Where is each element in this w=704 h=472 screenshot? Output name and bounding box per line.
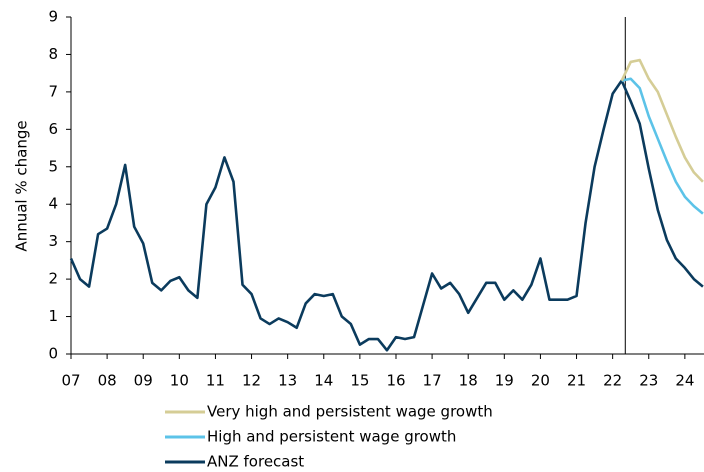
series-line [620,58,704,183]
x-tick-label: 12 [242,372,261,390]
x-tick-label: 22 [603,372,622,390]
x-tick-label: 10 [170,372,189,390]
x-tick-label: 18 [459,372,478,390]
x-tick-label: 16 [386,372,405,390]
x-tick-label: 09 [134,372,153,390]
x-tick-label: 11 [206,372,225,390]
x-tick-label: 19 [495,372,514,390]
y-axis-label: Annual % change [13,120,31,251]
y-tick-label: 8 [48,45,58,63]
x-tick-label: 07 [61,372,80,390]
legend-label: Very high and persistent wage growth [207,403,493,421]
x-tick-label: 13 [278,372,297,390]
x-tick-label: 15 [350,372,369,390]
y-tick-label: 9 [48,8,58,26]
y-tick-label: 6 [48,120,58,138]
y-tick-label: 7 [48,82,58,100]
x-tick-label: 17 [423,372,442,390]
x-tick-label: 23 [639,372,658,390]
y-tick-label: 1 [48,307,58,325]
series-line [621,77,704,215]
y-tick-label: 4 [48,195,58,213]
series-line [69,79,704,352]
legend-label: ANZ forecast [207,453,304,471]
y-tick-label: 0 [48,345,58,363]
y-tick-label: 2 [48,270,58,288]
x-tick-label: 24 [675,372,694,390]
x-tick-label: 14 [314,372,333,390]
y-tick-label: 5 [48,157,58,175]
x-tick-label: 21 [567,372,586,390]
x-tick-label: 20 [531,372,550,390]
x-tick-label: 08 [98,372,117,390]
y-tick-label: 3 [48,232,58,250]
legend-label: High and persistent wage growth [207,428,456,446]
